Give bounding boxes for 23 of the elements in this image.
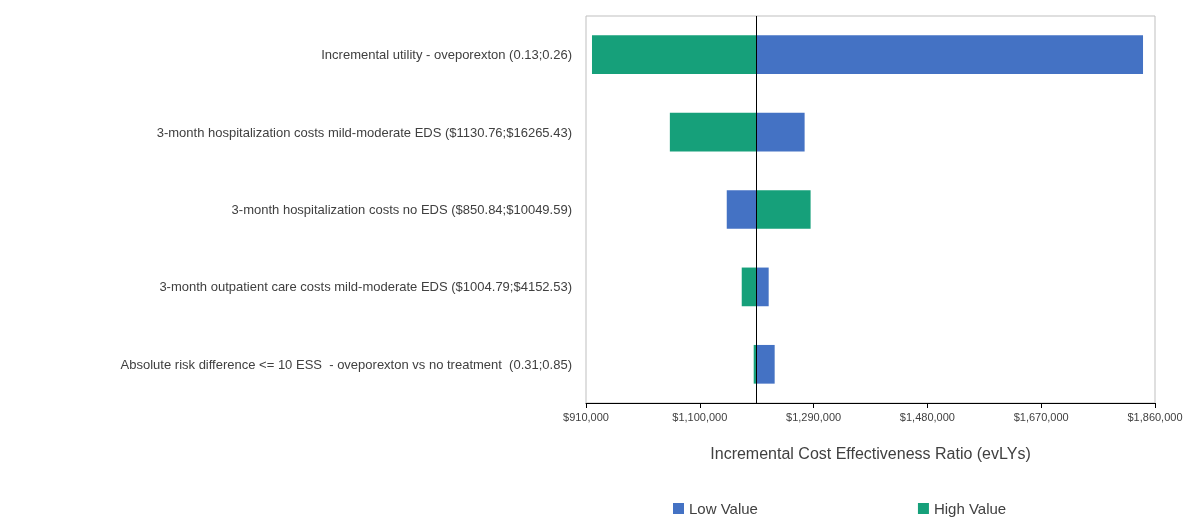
- y-tick-label: Absolute risk difference <= 10 ESS - oveporexton vs no treatment (0.31;0.85): [120, 356, 572, 372]
- legend-label: Low Value: [689, 500, 758, 517]
- x-tick-label: $1,860,000: [1127, 410, 1183, 423]
- y-tick-label: 3-month hospitalization costs mild-moderate EDS ($1130.76;$16265.43): [156, 124, 572, 140]
- y-tick-label: 3-month outpatient care costs mild-moderate EDS ($1004.79;$4152.53): [159, 279, 572, 295]
- x-tick-label: $910,000: [563, 410, 609, 423]
- bar: [741, 267, 757, 307]
- legend-label: High Value: [933, 500, 1007, 517]
- y-tick-label: Incremental utility - oveporexton (0.13;0.26): [321, 47, 572, 63]
- bar: [591, 35, 757, 75]
- x-tick-label: $1,100,000: [672, 410, 728, 423]
- bar: [756, 35, 1144, 75]
- x-tick-label: $1,290,000: [786, 410, 842, 423]
- bar: [756, 267, 769, 307]
- bar: [756, 190, 811, 229]
- bar: [756, 344, 775, 384]
- x-axis-title: Incremental Cost Effectiveness Ratio (evLYs): [710, 444, 1031, 462]
- y-tick-label: 3-month hospitalization costs no EDS ($850.84;$10049.59): [231, 202, 572, 217]
- bar: [756, 112, 805, 152]
- x-tick-label: $1,480,000: [899, 410, 955, 423]
- x-tick-label: $1,670,000: [1013, 410, 1069, 423]
- bar: [669, 112, 757, 152]
- bar: [726, 190, 757, 229]
